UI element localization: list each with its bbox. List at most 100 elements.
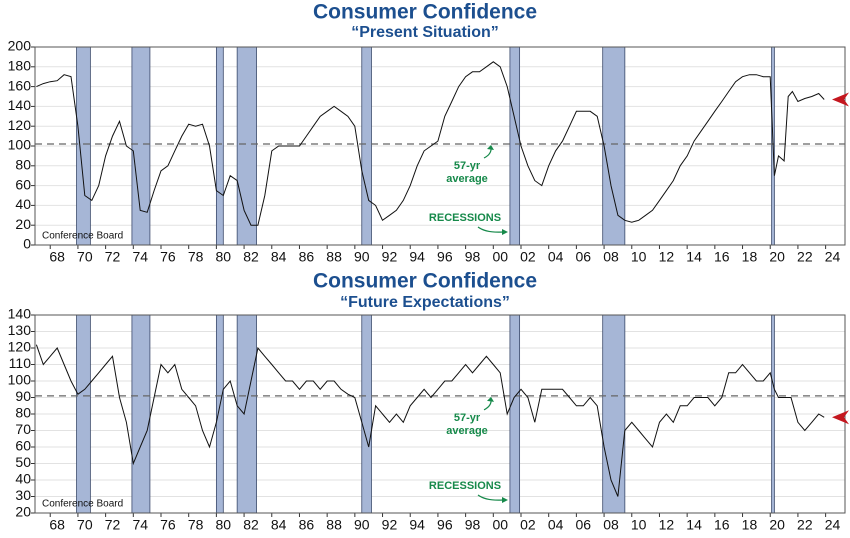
recession-bar — [361, 46, 372, 246]
x-tick-label: 70 — [77, 249, 93, 265]
chart-title: Consumer Confidence — [313, 270, 537, 293]
recession-bar — [509, 314, 521, 514]
series-line — [36, 61, 825, 226]
recessions-arrow — [477, 494, 504, 501]
y-tick-label: 140 — [8, 306, 32, 322]
chart-subtitle: “Present Situation” — [351, 24, 499, 41]
x-tick-label: 80 — [216, 249, 232, 265]
x-tick-label: 88 — [326, 249, 342, 265]
y-tick-label: 120 — [8, 339, 32, 355]
x-tick-label: 12 — [659, 517, 675, 533]
average-arrowhead — [487, 145, 494, 151]
chart-title: Consumer Confidence — [313, 1, 537, 24]
y-tick-label: 80 — [15, 157, 31, 173]
average-annotation-line: average — [446, 425, 488, 437]
recession-bar — [771, 314, 775, 514]
last-value-arrow — [832, 410, 849, 425]
y-tick-label: 130 — [8, 322, 32, 338]
recessions-arrowhead — [502, 229, 508, 235]
x-tick-label: 00 — [492, 249, 508, 265]
source-label: Conference Board — [42, 499, 123, 510]
x-tick-label: 02 — [520, 517, 536, 533]
y-tick-label: 40 — [15, 471, 31, 487]
recessions-annotation: RECESSIONS — [429, 212, 501, 224]
x-tick-label: 70 — [77, 517, 93, 533]
y-tick-label: 120 — [8, 117, 32, 133]
x-tick-label: 86 — [299, 517, 315, 533]
x-tick-label: 92 — [382, 249, 398, 265]
x-tick-label: 78 — [188, 249, 204, 265]
x-tick-label: 96 — [437, 517, 453, 533]
recession-bar — [131, 46, 151, 246]
x-tick-label: 68 — [49, 517, 65, 533]
average-annotation: 57-yr average — [446, 412, 488, 437]
recession-bar — [215, 314, 224, 514]
y-tick-label: 160 — [8, 77, 32, 93]
x-tick-label: 08 — [603, 517, 619, 533]
x-tick-label: 00 — [492, 517, 508, 533]
y-tick-label: 40 — [15, 196, 31, 212]
x-tick-label: 98 — [465, 517, 481, 533]
recession-bar — [602, 314, 626, 514]
x-tick-label: 06 — [576, 517, 592, 533]
x-tick-label: 24 — [825, 517, 841, 533]
x-tick-label: 76 — [160, 517, 176, 533]
recession-bar — [509, 46, 521, 246]
recession-bar — [131, 314, 151, 514]
series-line — [35, 344, 825, 497]
x-tick-label: 72 — [105, 249, 121, 265]
x-tick-label: 96 — [437, 249, 453, 265]
x-tick-label: 20 — [769, 517, 785, 533]
x-tick-label: 74 — [132, 517, 148, 533]
x-tick-label: 04 — [548, 249, 564, 265]
x-tick-label: 22 — [797, 249, 813, 265]
x-tick-label: 80 — [216, 517, 232, 533]
x-tick-label: 22 — [797, 517, 813, 533]
x-tick-label: 08 — [603, 249, 619, 265]
x-tick-label: 14 — [686, 249, 702, 265]
x-tick-label: 76 — [160, 249, 176, 265]
chart-subtitle: “Future Expectations” — [340, 294, 510, 311]
x-tick-label: 84 — [271, 249, 287, 265]
x-tick-label: 82 — [243, 517, 259, 533]
y-tick-label: 80 — [15, 405, 31, 421]
plot-frame — [34, 46, 846, 246]
y-tick-label: 180 — [8, 58, 32, 74]
y-tick-label: 30 — [15, 487, 31, 503]
x-tick-label: 16 — [714, 249, 730, 265]
x-tick-label: 10 — [631, 517, 647, 533]
y-tick-label: 60 — [15, 176, 31, 192]
y-tick-label: 90 — [15, 388, 31, 404]
x-tick-label: 94 — [409, 517, 425, 533]
x-tick-label: 82 — [243, 249, 259, 265]
y-tick-label: 200 — [8, 38, 32, 54]
average-annotation-line: average — [446, 173, 488, 185]
recession-bar — [602, 46, 626, 246]
recessions-arrowhead — [502, 497, 508, 503]
x-tick-label: 12 — [659, 249, 675, 265]
x-tick-label: 92 — [382, 517, 398, 533]
y-tick-label: 70 — [15, 421, 31, 437]
x-tick-label: 24 — [825, 249, 841, 265]
y-tick-label: 100 — [8, 137, 32, 153]
y-tick-label: 20 — [15, 216, 31, 232]
x-tick-label: 20 — [769, 249, 785, 265]
x-tick-label: 74 — [132, 249, 148, 265]
x-tick-label: 10 — [631, 249, 647, 265]
x-tick-label: 90 — [354, 517, 370, 533]
x-tick-label: 68 — [49, 249, 65, 265]
x-tick-label: 94 — [409, 249, 425, 265]
x-tick-label: 90 — [354, 249, 370, 265]
y-tick-label: 100 — [8, 372, 32, 388]
x-tick-label: 98 — [465, 249, 481, 265]
x-tick-label: 88 — [326, 517, 342, 533]
x-tick-label: 18 — [742, 249, 758, 265]
x-tick-label: 14 — [686, 517, 702, 533]
average-arrowhead — [487, 396, 494, 402]
recessions-annotation: RECESSIONS — [429, 480, 501, 492]
y-tick-label: 20 — [15, 504, 31, 520]
x-tick-label: 86 — [299, 249, 315, 265]
x-tick-label: 02 — [520, 249, 536, 265]
x-tick-label: 72 — [105, 517, 121, 533]
